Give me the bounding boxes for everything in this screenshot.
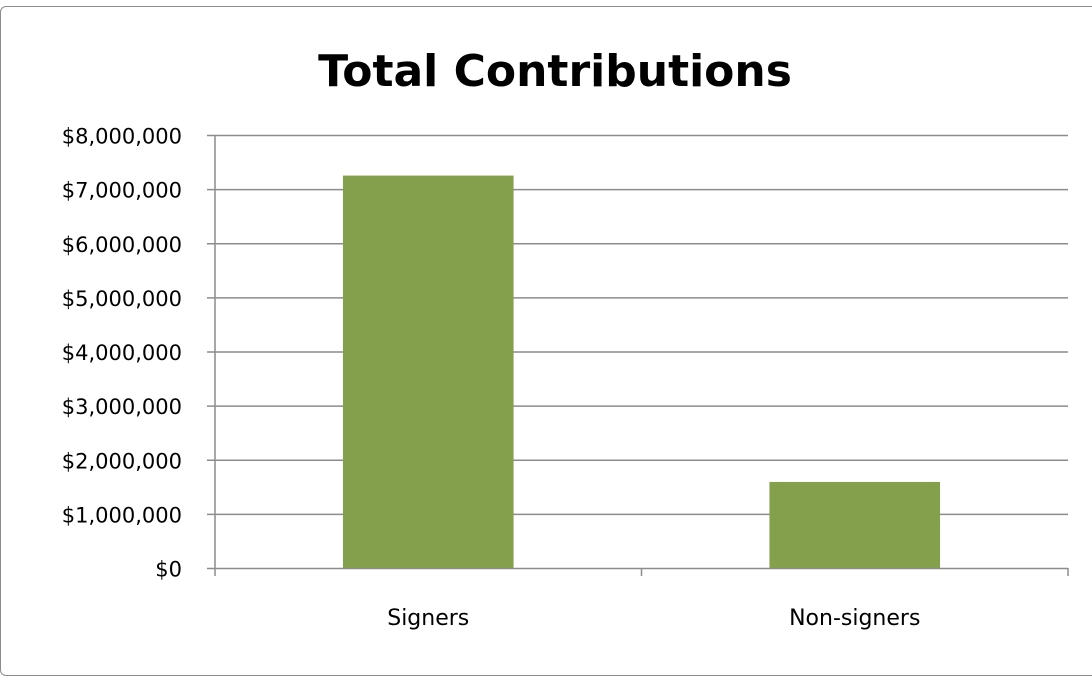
y-tick-label: $2,000,000 <box>62 449 182 473</box>
y-tick-label: $0 <box>155 558 182 582</box>
y-tick-label: $4,000,000 <box>62 341 182 365</box>
bar-non-signers <box>769 481 941 568</box>
category-labels: Signers Non-signers <box>387 606 920 631</box>
category-label: Signers <box>387 606 469 631</box>
y-tick-label: $1,000,000 <box>62 503 182 527</box>
y-tick-label: $8,000,000 <box>62 125 182 149</box>
y-tick-label: $3,000,000 <box>62 395 182 419</box>
bars <box>342 175 941 568</box>
chart-title: Total Contributions <box>318 46 792 97</box>
y-tick-label: $6,000,000 <box>62 233 182 257</box>
y-tick-labels: $0 $1,000,000 $2,000,000 $3,000,000 $4,000,0… <box>62 125 182 582</box>
y-tick-label: $7,000,000 <box>62 179 182 203</box>
category-label: Non-signers <box>789 606 920 631</box>
y-tick-label: $5,000,000 <box>62 287 182 311</box>
bar-chart: Total Contributions $0 $1,000,000 $2,000,0… <box>62 46 1069 631</box>
bar-signers <box>342 175 514 568</box>
axes <box>207 134 1069 576</box>
